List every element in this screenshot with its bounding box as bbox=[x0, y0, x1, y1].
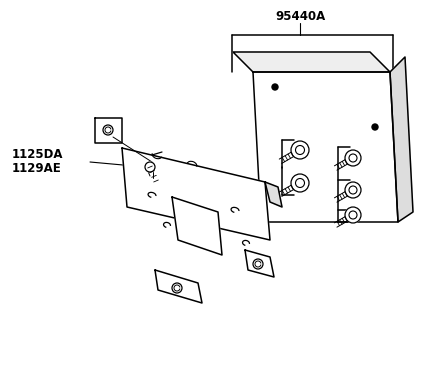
Polygon shape bbox=[233, 52, 390, 72]
Circle shape bbox=[372, 124, 378, 130]
Polygon shape bbox=[265, 182, 282, 207]
Polygon shape bbox=[155, 270, 202, 303]
Circle shape bbox=[103, 125, 113, 135]
Circle shape bbox=[172, 283, 182, 293]
Circle shape bbox=[253, 259, 263, 269]
Polygon shape bbox=[390, 57, 413, 222]
Circle shape bbox=[345, 182, 361, 198]
Circle shape bbox=[145, 162, 155, 172]
Circle shape bbox=[295, 146, 305, 154]
Text: 95440A: 95440A bbox=[275, 11, 325, 23]
Polygon shape bbox=[122, 148, 270, 240]
Circle shape bbox=[349, 211, 357, 219]
Text: 1129AE: 1129AE bbox=[12, 161, 62, 174]
Circle shape bbox=[291, 141, 309, 159]
Polygon shape bbox=[172, 197, 222, 255]
Circle shape bbox=[345, 150, 361, 166]
Polygon shape bbox=[95, 118, 122, 143]
Circle shape bbox=[295, 178, 305, 188]
Polygon shape bbox=[253, 72, 398, 222]
Circle shape bbox=[349, 186, 357, 194]
Polygon shape bbox=[245, 250, 274, 277]
Circle shape bbox=[345, 207, 361, 223]
Circle shape bbox=[272, 84, 278, 90]
Text: 1125DA: 1125DA bbox=[12, 149, 64, 161]
Circle shape bbox=[349, 154, 357, 162]
Circle shape bbox=[291, 174, 309, 192]
